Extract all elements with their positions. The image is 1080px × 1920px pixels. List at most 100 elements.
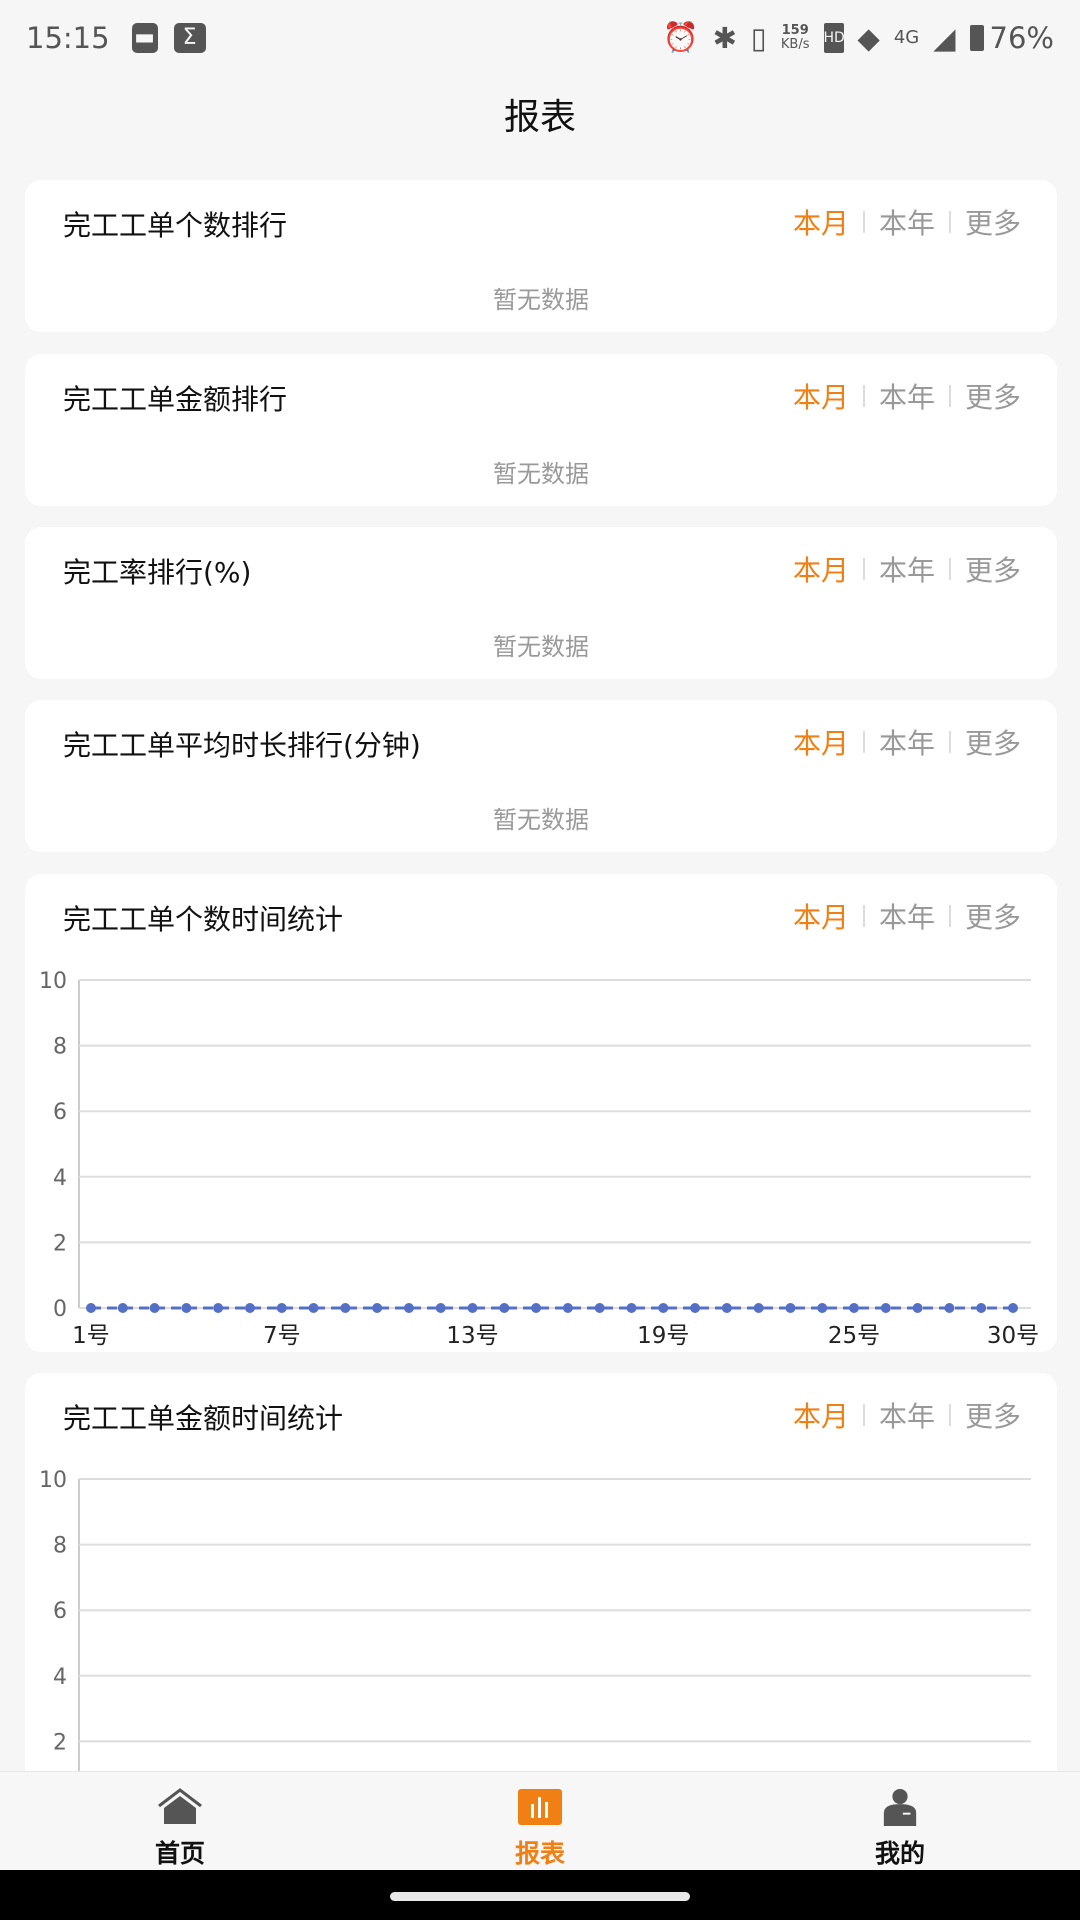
data-point[interactable] [149,1303,160,1313]
period-tabs: 本月 本年 更多 [793,1395,1021,1435]
card-title: 完工工单个数时间统计 [63,903,344,936]
empty-state: 暂无数据 [493,633,589,661]
data-point[interactable] [372,1303,383,1313]
data-point[interactable] [880,1303,891,1313]
tab-year[interactable]: 本年 [878,554,935,587]
battery-level: 76% [989,20,1054,55]
tab-divider [948,905,951,927]
tab-more[interactable]: 更多 [964,1400,1021,1433]
report-card: 完工工单平均时长排行(分钟) 本月 本年 更多 暂无数据 [25,700,1057,852]
tab-month[interactable]: 本月 [792,901,849,934]
tab-divider [862,905,865,927]
tab-more[interactable]: 更多 [964,207,1021,240]
report-card: 完工工单个数排行 本月 本年 更多暂无数据 [25,180,1057,332]
tab-month[interactable]: 本月 [792,207,849,240]
data-point[interactable] [912,1303,923,1313]
tab-year[interactable]: 本年 [878,1400,935,1433]
nav-home[interactable]: 首页 [0,1772,360,1870]
line-chart: 2 4 6 8 10 [39,1468,1031,1807]
bottom-nav: 首页 报表 我的 [0,1771,1080,1870]
data-point[interactable] [944,1303,955,1313]
data-point[interactable] [849,1303,860,1313]
card-title: 完工工单个数排行 [63,209,288,242]
data-point[interactable] [976,1303,987,1313]
period-tabs: 本月 本年 更多 [793,896,1021,936]
data-point[interactable] [244,1303,255,1313]
data-point[interactable] [86,1303,96,1313]
data-point[interactable] [435,1303,446,1313]
vibrate-icon: ▯ [750,20,767,55]
tab-year[interactable]: 本年 [878,381,935,414]
data-point[interactable] [531,1303,542,1313]
data-point[interactable] [626,1303,637,1313]
net-speed-unit: KB/s [780,36,810,52]
bluetooth-icon: ✱ [712,20,737,55]
line-chart: 0 2 4 6 8 10 1号 7号 13号 19号 25号 30号 [39,969,1039,1349]
system-nav-bar [0,1870,1080,1920]
x-tick-label: 19号 [637,1323,689,1349]
report-card: 完工工单金额排行 本月 本年 更多 暂无数据 [25,354,1057,506]
alarm-icon: ⏰ [662,20,699,54]
card-title: 完工率排行(%) [63,556,252,589]
y-tick-label: 8 [53,1035,67,1060]
tab-divider [862,558,865,580]
tab-divider [862,731,865,753]
y-tick-label: 0 [53,1297,67,1322]
nav-mine[interactable]: 我的 [720,1772,1080,1870]
data-point[interactable] [467,1303,478,1313]
tab-more[interactable]: 更多 [964,727,1021,760]
home-indicator[interactable] [390,1892,690,1901]
card-title: 完工工单平均时长排行(分钟) [63,729,421,762]
y-tick-label: 10 [39,969,67,994]
data-point[interactable] [499,1303,510,1313]
x-tick-label: 30号 [987,1323,1039,1349]
tab-year[interactable]: 本年 [878,207,935,240]
tab-year[interactable]: 本年 [878,901,935,934]
data-point[interactable] [181,1303,192,1313]
y-tick-label: 6 [53,1599,67,1624]
y-tick-label: 10 [39,1468,67,1493]
data-point[interactable] [403,1303,414,1313]
tab-divider [948,211,951,233]
data-point[interactable] [340,1303,351,1313]
message-icon: ▬ [131,22,158,53]
tab-more[interactable]: 更多 [964,901,1021,934]
tab-year[interactable]: 本年 [878,727,935,760]
data-point[interactable] [753,1303,764,1313]
y-tick-label: 6 [53,1100,67,1125]
tab-more[interactable]: 更多 [964,381,1021,414]
data-point[interactable] [658,1303,669,1313]
x-tick-label: 25号 [828,1323,880,1349]
net-speed: 159 KB/s [780,22,810,52]
data-point[interactable] [213,1303,224,1313]
status-bar: 15:15 ▬ Σ ⏰ ✱ ▯ 159 KB/s HD ◆ 4G ◢ 76% [0,0,1080,75]
data-point[interactable] [308,1303,319,1313]
data-point[interactable] [276,1303,287,1313]
tab-month[interactable]: 本月 [792,1400,849,1433]
data-point[interactable] [1008,1303,1018,1313]
card-title: 完工工单金额排行 [63,383,288,416]
bar-chart-icon [518,1789,562,1825]
data-point[interactable] [721,1303,732,1313]
signal-icon: ◢ [933,20,956,55]
tab-more[interactable]: 更多 [964,554,1021,587]
data-point[interactable] [562,1303,573,1313]
y-tick-label: 4 [53,1166,67,1191]
data-point[interactable] [594,1303,605,1313]
y-tick-label: 8 [53,1534,67,1559]
hd-icon: HD [823,22,845,53]
data-point[interactable] [690,1303,701,1313]
empty-state: 暂无数据 [493,286,589,314]
period-tabs: 本月 本年 更多 [793,202,1021,242]
data-point[interactable] [817,1303,828,1313]
data-point[interactable] [117,1303,128,1313]
nav-mine-label: 我的 [874,1839,925,1868]
tab-month[interactable]: 本月 [792,727,849,760]
tab-month[interactable]: 本月 [792,381,849,414]
home-icon [158,1788,202,1824]
net-speed-value: 159 [781,22,809,38]
data-point[interactable] [785,1303,796,1313]
x-tick-label: 1号 [72,1323,110,1349]
tab-month[interactable]: 本月 [792,554,849,587]
nav-reports[interactable]: 报表 [360,1772,720,1870]
